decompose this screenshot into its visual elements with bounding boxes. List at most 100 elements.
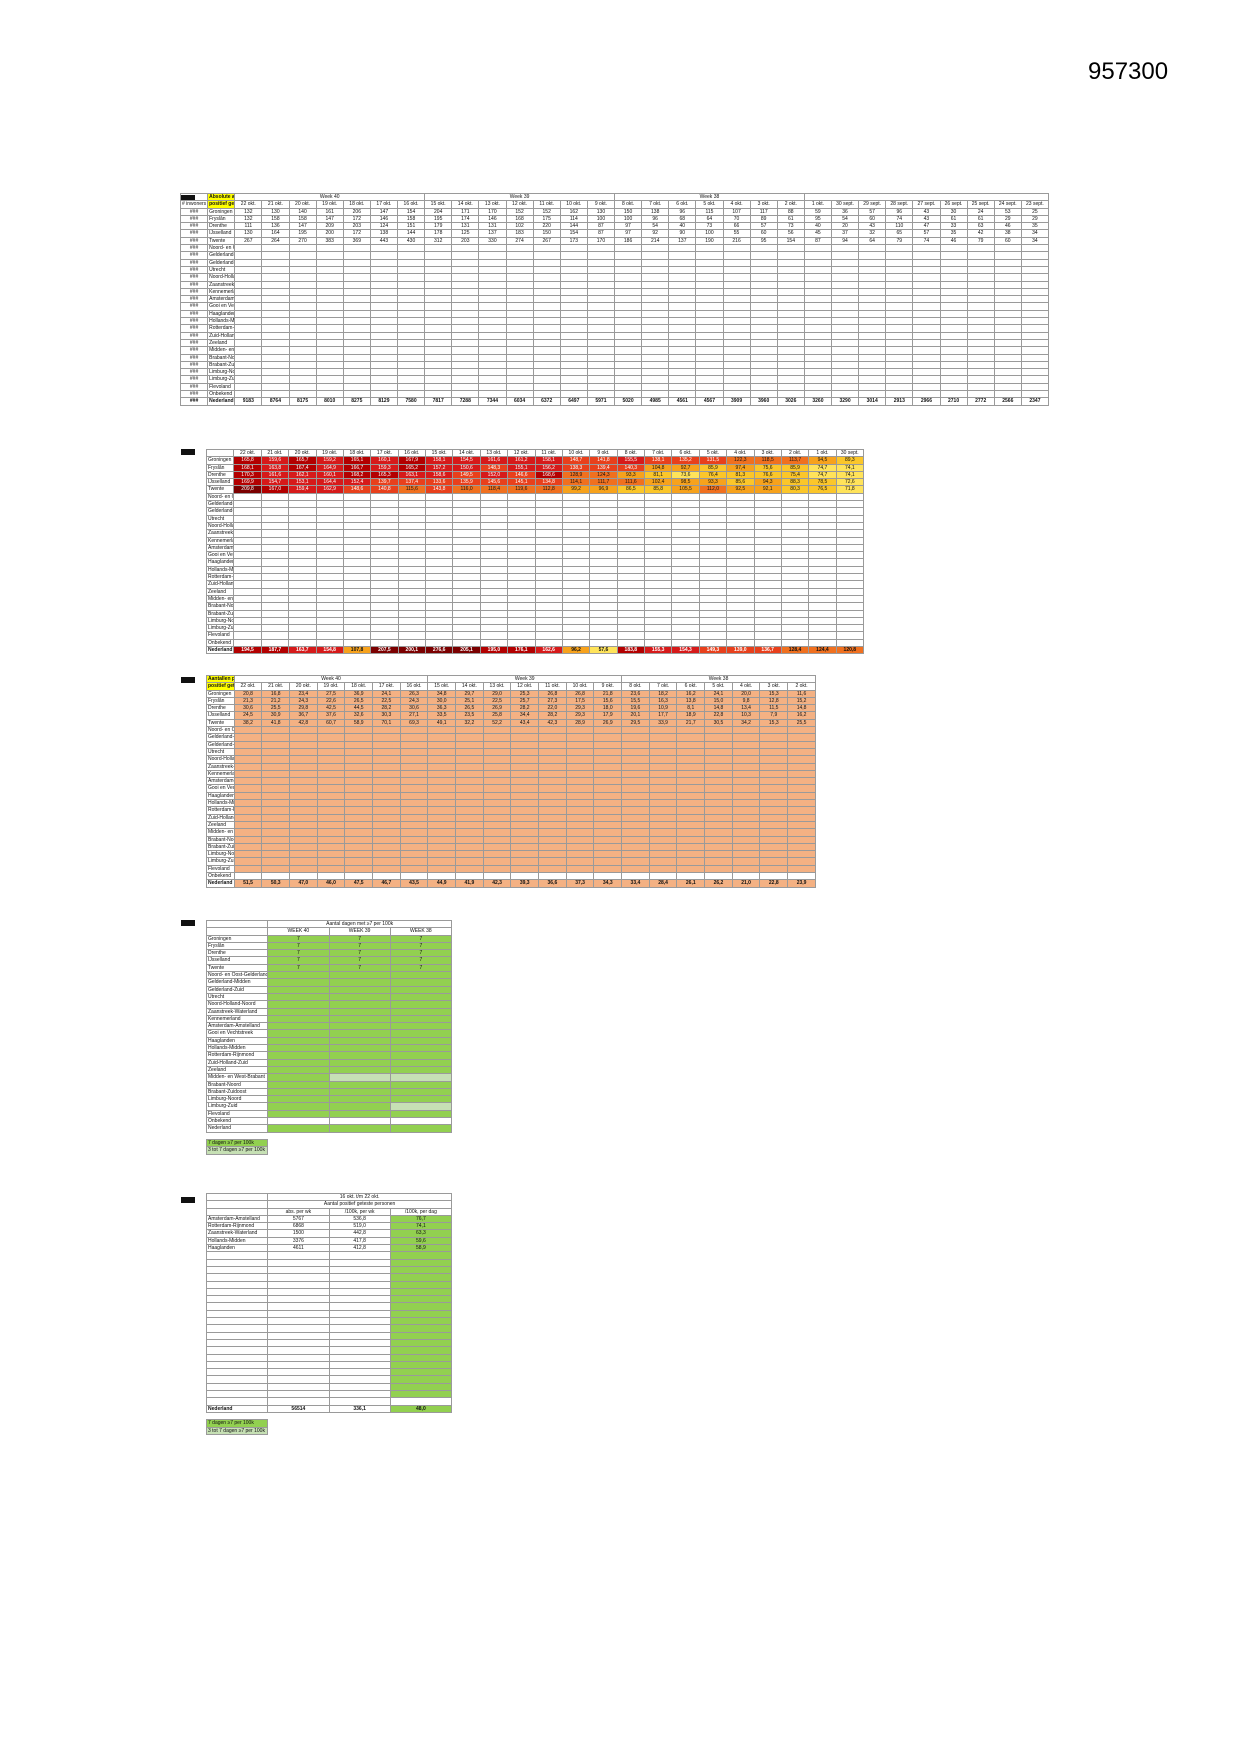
column-header: /100k, per dag bbox=[389, 1207, 453, 1216]
value-cell bbox=[510, 762, 540, 771]
value-cell bbox=[261, 287, 290, 297]
value-cell bbox=[267, 1109, 330, 1119]
total-cell: 3014 bbox=[858, 397, 887, 406]
value-cell: 30,0 bbox=[427, 696, 457, 706]
region-name: Haaglanden bbox=[206, 791, 235, 801]
value-cell: 110 bbox=[885, 222, 914, 231]
value-cell: 107 bbox=[722, 207, 751, 216]
value-cell bbox=[372, 740, 401, 749]
value-cell bbox=[749, 375, 778, 384]
value-cell bbox=[389, 1360, 453, 1370]
heatmap-table: 22 okt. 21 okt. 20 okt. 19 okt. 18 okt. 17 ok… bbox=[205, 448, 865, 655]
value-cell bbox=[389, 1109, 453, 1119]
value-cell bbox=[559, 258, 588, 267]
value-cell bbox=[505, 302, 534, 311]
value-cell bbox=[261, 251, 290, 260]
value-cell bbox=[399, 857, 429, 866]
value-cell bbox=[328, 1338, 391, 1348]
value-cell bbox=[993, 287, 1022, 297]
value-cell bbox=[510, 740, 540, 749]
heat-cell: 165,8 bbox=[233, 456, 262, 465]
heat-cell bbox=[671, 609, 700, 618]
value-cell bbox=[939, 368, 968, 377]
heat-cell bbox=[561, 580, 591, 589]
heat-cell bbox=[808, 587, 837, 596]
heat-cell bbox=[233, 624, 262, 633]
value-cell bbox=[648, 733, 678, 742]
value-cell bbox=[858, 258, 887, 267]
value-cell bbox=[641, 338, 670, 348]
value-cell bbox=[966, 368, 995, 377]
heat-cell bbox=[315, 624, 344, 633]
value-cell: 35 bbox=[1020, 222, 1050, 231]
heat-cell bbox=[452, 594, 481, 604]
value-cell bbox=[267, 1280, 330, 1289]
region-name bbox=[205, 1317, 269, 1326]
date-header: 30 sept. bbox=[830, 200, 860, 209]
value-cell: 195 bbox=[288, 229, 317, 238]
value-cell bbox=[704, 806, 733, 815]
heat-cell bbox=[288, 638, 317, 648]
value-cell bbox=[993, 331, 1022, 340]
date-header: 20 okt. bbox=[289, 682, 318, 691]
heat-cell bbox=[424, 624, 454, 633]
value-cell bbox=[776, 273, 805, 282]
heat-cell bbox=[370, 638, 399, 648]
value-cell: 7 bbox=[389, 949, 453, 958]
region-name bbox=[205, 1295, 269, 1304]
value-cell: 16,2 bbox=[787, 711, 816, 720]
value-cell: 3376 bbox=[267, 1236, 330, 1246]
value-cell bbox=[267, 1317, 330, 1326]
heat-cell bbox=[315, 565, 344, 575]
value-cell bbox=[233, 747, 263, 757]
value-cell bbox=[803, 360, 833, 370]
value-cell bbox=[389, 1258, 453, 1267]
value-cell bbox=[455, 755, 484, 764]
value-cell bbox=[731, 762, 761, 771]
total-cell: 41,9 bbox=[455, 879, 484, 888]
value-cell bbox=[389, 1309, 453, 1319]
value-cell bbox=[731, 835, 761, 844]
value-cell bbox=[641, 331, 670, 340]
total-cell: 149,3 bbox=[698, 645, 728, 655]
value-cell bbox=[559, 244, 588, 253]
value-cell: 42 bbox=[966, 229, 995, 238]
value-cell bbox=[668, 273, 697, 282]
value-cell bbox=[722, 382, 751, 392]
value-cell: 59,6 bbox=[389, 1236, 453, 1246]
table-caption: Aantal dagen met ≥7 per 100k bbox=[267, 919, 452, 929]
value-cell: 147 bbox=[288, 222, 317, 231]
heat-cell bbox=[288, 587, 317, 596]
region-name: Kennemerland bbox=[206, 769, 235, 779]
heat-cell bbox=[835, 500, 865, 509]
value-cell bbox=[328, 1087, 391, 1097]
total-cell: 8129 bbox=[369, 397, 399, 406]
value-cell bbox=[342, 360, 371, 370]
heat-cell bbox=[397, 631, 427, 640]
heat-cell: 168,1 bbox=[233, 463, 262, 472]
value-cell bbox=[369, 346, 399, 355]
value-cell bbox=[830, 251, 860, 260]
value-cell bbox=[803, 346, 833, 355]
value-cell bbox=[885, 360, 914, 370]
value-cell bbox=[267, 1014, 330, 1024]
heat-cell: 114,1 bbox=[561, 478, 591, 487]
value-cell bbox=[505, 287, 534, 297]
value-cell: 369 bbox=[342, 236, 371, 246]
value-cell bbox=[267, 1368, 330, 1377]
value-cell bbox=[731, 726, 761, 735]
value-cell bbox=[641, 324, 670, 333]
table-row: ###Gelderland-Midden bbox=[179, 251, 1050, 260]
table-row bbox=[205, 1280, 453, 1289]
heat-cell: 165,2 bbox=[397, 463, 427, 472]
table-row: Utrecht bbox=[205, 514, 865, 523]
value-cell bbox=[505, 265, 534, 275]
heat-cell bbox=[315, 536, 344, 545]
value-cell bbox=[316, 820, 346, 830]
value-cell bbox=[695, 280, 724, 289]
value-cell: 186 bbox=[613, 236, 643, 246]
region-name: Noord- en Oost-Gelderland bbox=[205, 971, 269, 980]
value-cell bbox=[344, 835, 374, 844]
value-cell bbox=[993, 280, 1022, 289]
